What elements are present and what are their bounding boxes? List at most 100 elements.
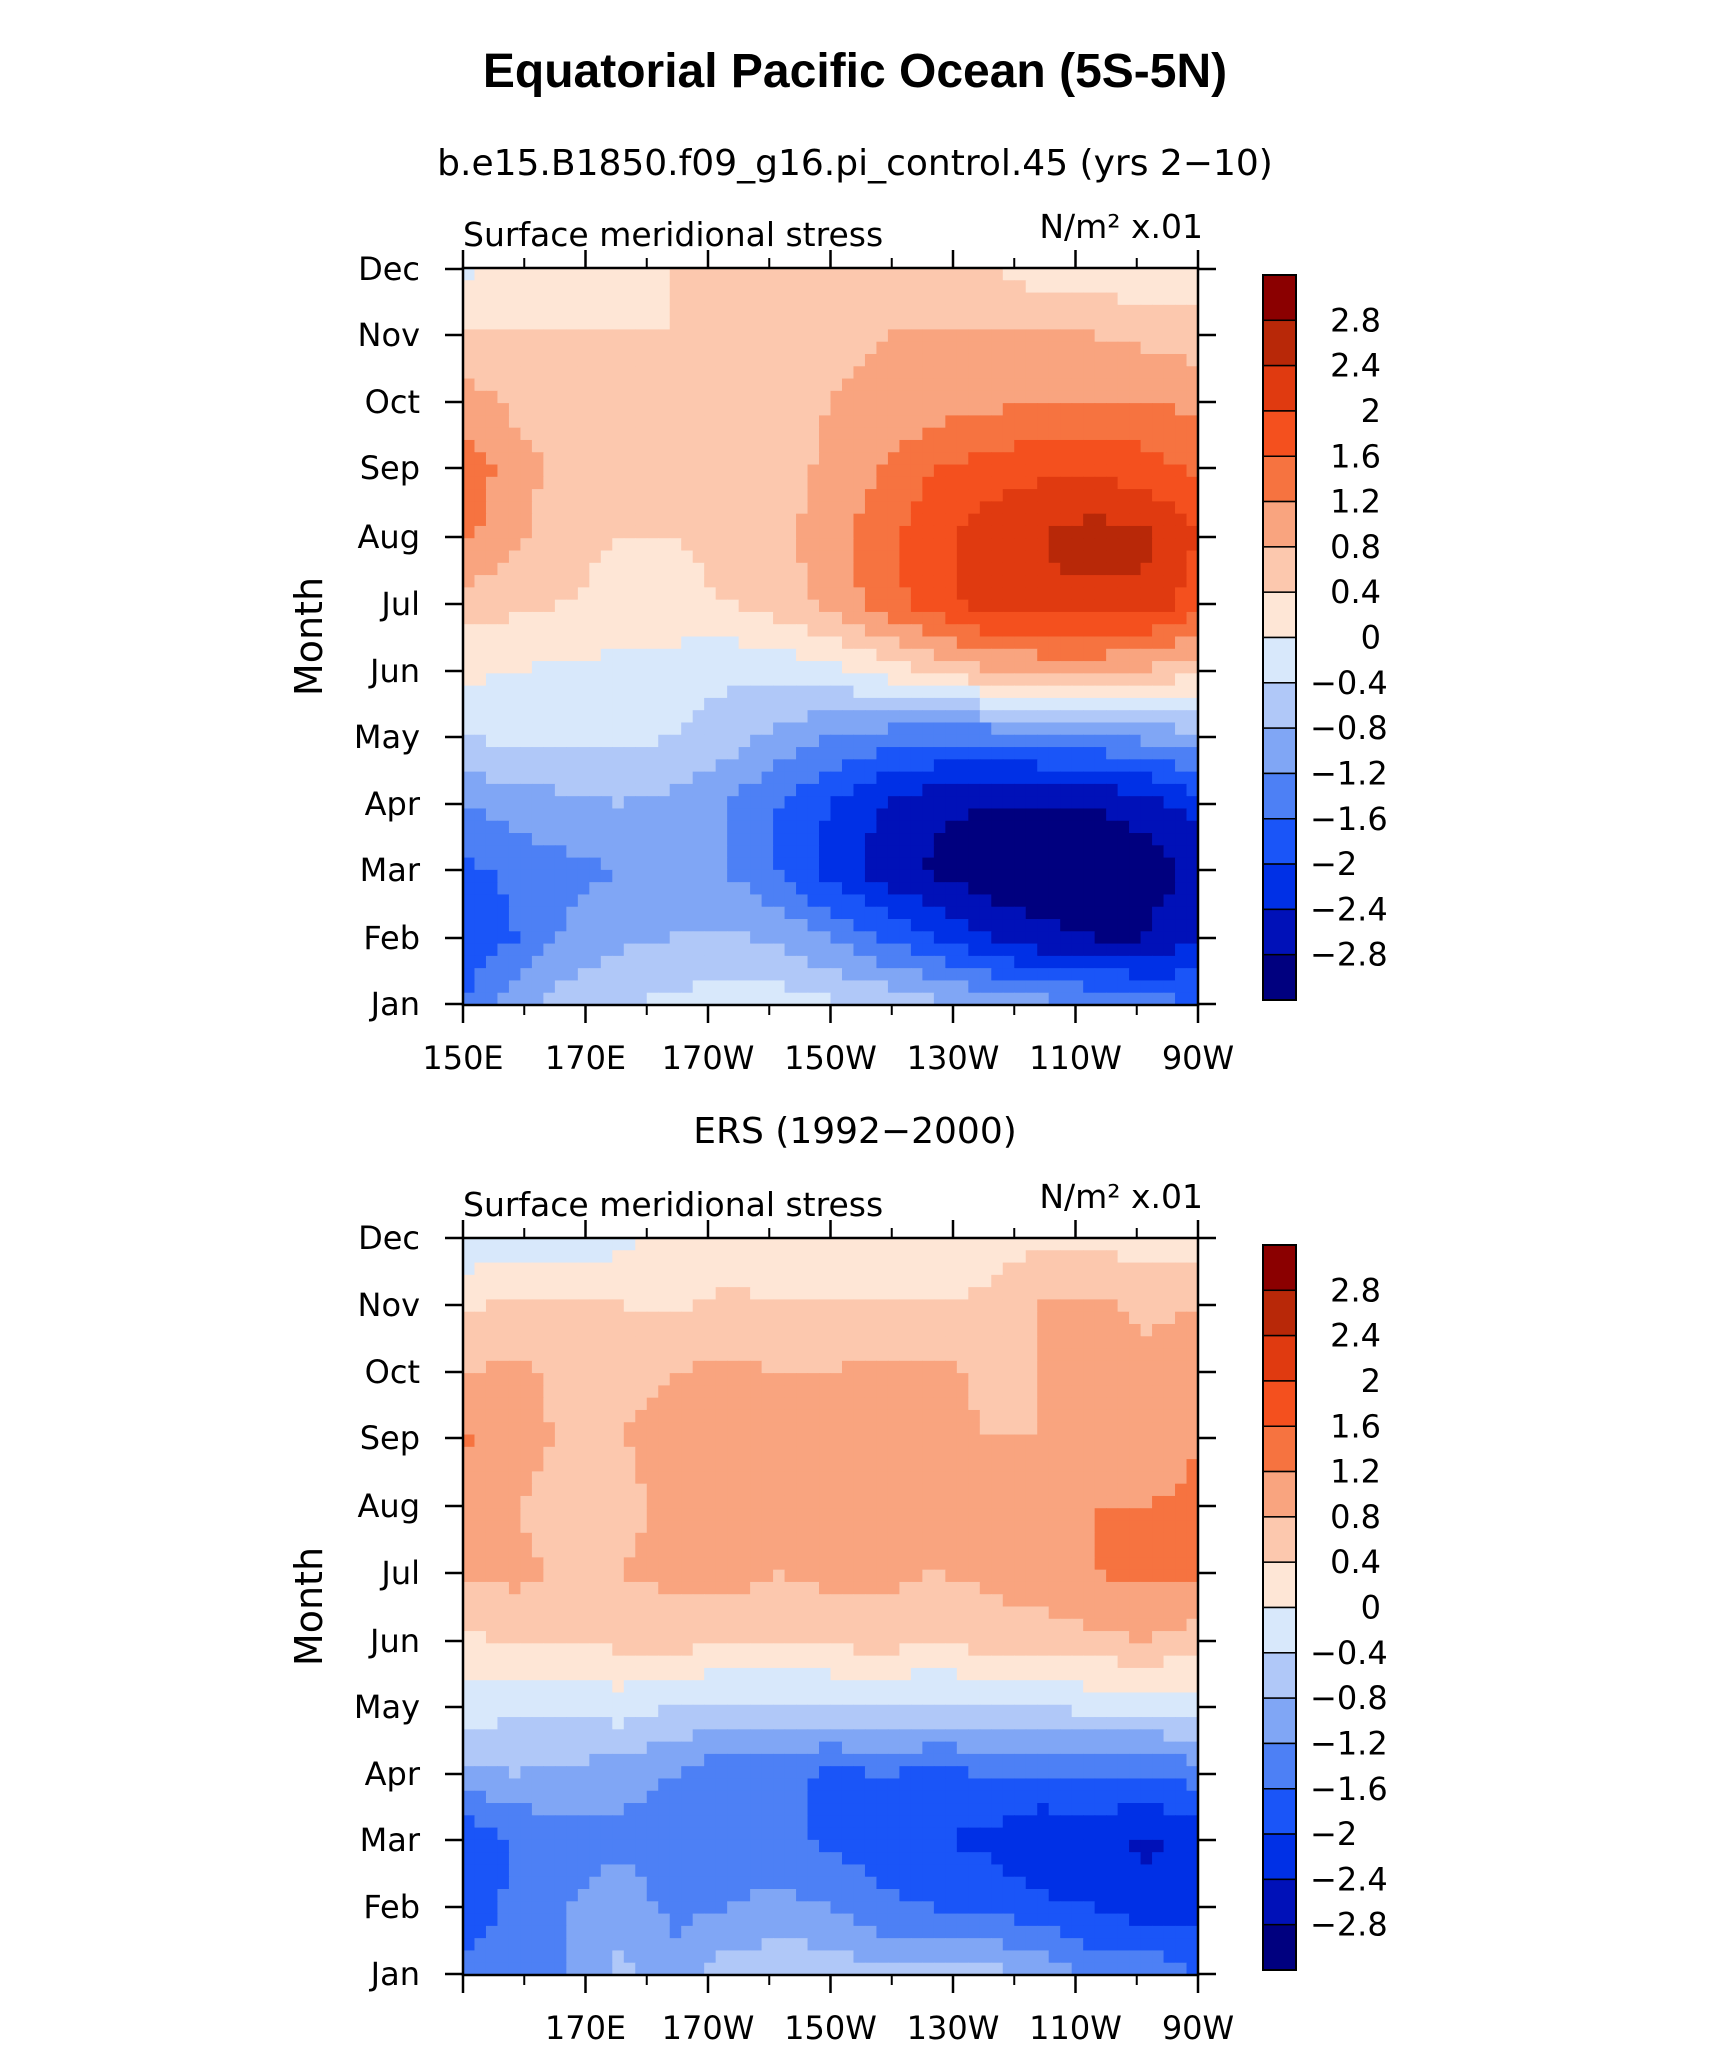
heatmap-cell [520, 820, 533, 834]
heatmap-cell [956, 366, 969, 380]
heatmap-cell [727, 415, 740, 429]
heatmap-cell [1152, 464, 1165, 478]
heatmap-cell [704, 894, 717, 908]
heatmap-cell [773, 1360, 786, 1374]
heatmap-cell [1083, 599, 1096, 613]
heatmap-cell [761, 980, 774, 994]
heatmap-cell [543, 1287, 556, 1301]
heatmap-cell [681, 341, 694, 355]
heatmap-cell [1071, 439, 1084, 453]
heatmap-cell [497, 624, 510, 638]
heatmap-cell [589, 1373, 602, 1386]
heatmap-cell [463, 673, 476, 687]
heatmap-cell [807, 317, 820, 331]
heatmap-cell [681, 476, 694, 490]
heatmap-cell [577, 513, 590, 527]
heatmap-cell [922, 783, 935, 797]
heatmap-cell [463, 1348, 476, 1362]
heatmap-cell [750, 906, 763, 920]
heatmap-cell [623, 1385, 636, 1399]
heatmap-cell [773, 980, 786, 994]
heatmap-cell [543, 599, 556, 613]
heatmap-cell [635, 599, 648, 613]
heatmap-cell [1152, 906, 1165, 920]
heatmap-cell [1071, 1336, 1084, 1350]
heatmap-cell [922, 427, 935, 441]
heatmap-cell [864, 538, 878, 552]
colorbar-box [1262, 818, 1297, 865]
heatmap-cell [612, 747, 625, 760]
heatmap-cell [692, 317, 705, 331]
heatmap-cell [968, 931, 981, 945]
heatmap-cell [1083, 550, 1096, 564]
heatmap-cell [704, 685, 717, 699]
heatmap-cell [474, 538, 487, 552]
heatmap-cell [1025, 955, 1038, 969]
heatmap-cell [485, 808, 499, 822]
heatmap-cell [577, 992, 590, 1006]
heatmap-cell [589, 378, 602, 392]
heatmap-cell [1117, 329, 1130, 343]
heatmap-cell [727, 611, 740, 625]
heatmap-cell [692, 304, 705, 318]
heatmap-cell [715, 820, 728, 834]
heatmap-cell [463, 636, 476, 650]
heatmap-cell [807, 857, 820, 871]
heatmap-cell [841, 353, 855, 367]
heatmap-cell [1071, 1422, 1084, 1436]
heatmap-cell [600, 673, 613, 687]
heatmap-cell [1186, 513, 1199, 527]
heatmap-cell [899, 317, 912, 331]
heatmap-cell [784, 919, 797, 932]
heatmap-cell [1002, 1299, 1015, 1313]
heatmap-cell [876, 1373, 889, 1386]
heatmap-cell [531, 894, 544, 908]
heatmap-cell [692, 919, 705, 932]
heatmap-cell [1071, 796, 1084, 810]
heatmap-cell [612, 833, 625, 846]
heatmap-cell [1163, 329, 1176, 343]
heatmap-cell [876, 575, 889, 588]
heatmap-cell [646, 513, 659, 527]
heatmap-cell [1186, 366, 1199, 380]
heatmap-cell [704, 722, 717, 736]
heatmap-cell [554, 366, 567, 380]
heatmap-cell [1163, 1287, 1176, 1301]
heatmap-cell [635, 378, 648, 392]
heatmap-cell [658, 304, 671, 318]
heatmap-cell [1140, 906, 1153, 920]
heatmap-cell [922, 329, 935, 343]
heatmap-cell [1152, 525, 1165, 539]
heatmap-cell [497, 636, 510, 650]
heatmap-cell [1071, 931, 1084, 945]
heatmap-cell [968, 661, 981, 674]
heatmap-cell [1060, 894, 1073, 908]
heatmap-cell [474, 476, 487, 490]
heatmap-cell [658, 452, 671, 466]
heatmap-cell [508, 1299, 522, 1313]
heatmap-cell [681, 661, 694, 674]
heatmap-cell [600, 562, 613, 576]
heatmap-cell [485, 304, 499, 318]
heatmap-cell [956, 845, 969, 859]
heatmap-cell [669, 919, 682, 932]
heatmap-cell [635, 747, 648, 760]
heatmap-cell [1060, 943, 1073, 957]
heatmap-cell [991, 378, 1004, 392]
heatmap-cell [646, 390, 659, 404]
heatmap-cell [497, 1287, 510, 1301]
heatmap-cell [1025, 575, 1038, 588]
heatmap-cell [796, 1373, 809, 1386]
heatmap-cell [979, 833, 992, 846]
heatmap-cell [1152, 562, 1165, 576]
heatmap-cell [979, 439, 992, 453]
heatmap-cell [761, 562, 774, 576]
heatmap-cell [474, 1348, 487, 1362]
heatmap-cell [750, 390, 763, 404]
heatmap-cell [692, 722, 705, 736]
heatmap-cell [1152, 1397, 1165, 1411]
heatmap-cell [1048, 1287, 1061, 1301]
heatmap-cell [566, 292, 579, 306]
heatmap-cell [1129, 378, 1142, 392]
heatmap-cell [1014, 366, 1027, 380]
